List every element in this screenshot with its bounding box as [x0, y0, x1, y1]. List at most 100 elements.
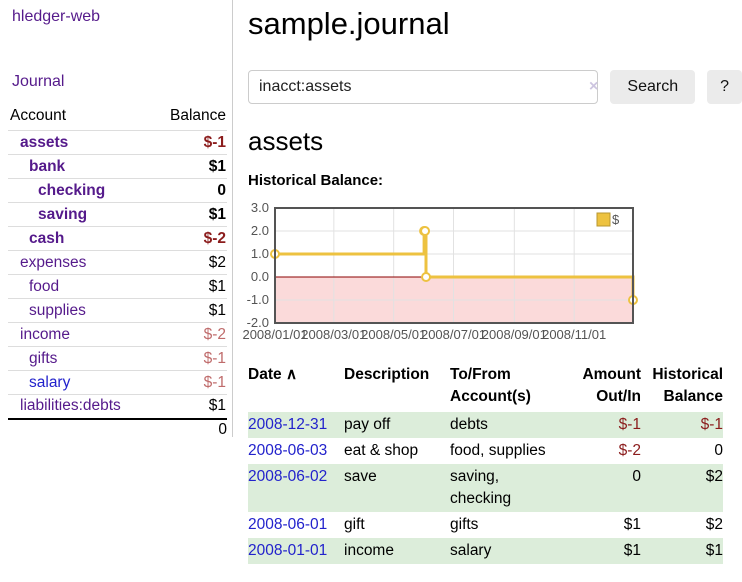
- sidebar: hledger-web Journal Account Balance asse…: [0, 0, 233, 440]
- svg-text:2008/03/01: 2008/03/01: [301, 327, 366, 342]
- register-row: 2008-06-03 eat & shop food, supplies $-2…: [248, 438, 723, 464]
- account-balance: 0: [217, 181, 226, 199]
- account-row: checking 0: [8, 178, 227, 203]
- account-row: expenses $2: [8, 250, 227, 275]
- transaction-accounts: gifts: [450, 516, 479, 533]
- account-link[interactable]: expenses: [20, 253, 87, 271]
- account-link[interactable]: cash: [29, 229, 65, 247]
- help-button[interactable]: ?: [707, 70, 742, 104]
- sidebar-item-journal[interactable]: Journal: [12, 73, 65, 90]
- account-balance: $1: [208, 301, 226, 319]
- transaction-description: income: [344, 542, 394, 559]
- account-link[interactable]: checking: [38, 181, 106, 199]
- transaction-description: gift: [344, 516, 365, 533]
- register-header: Date ∧ Description To/From Account(s) Am…: [248, 364, 723, 412]
- account-row: assets $-1: [8, 130, 227, 155]
- register-row: 2008-12-31 pay off debts $-1 $-1: [248, 412, 723, 438]
- svg-text:2008/05/01: 2008/05/01: [361, 327, 426, 342]
- svg-text:-1.0: -1.0: [247, 292, 269, 307]
- transaction-amount: $1: [623, 542, 641, 559]
- account-row: income $-2: [8, 322, 227, 347]
- svg-text:3.0: 3.0: [251, 200, 269, 215]
- transaction-description: save: [344, 468, 377, 485]
- account-link[interactable]: food: [29, 277, 60, 295]
- account-balance: $1: [208, 157, 226, 175]
- transaction-date-link[interactable]: 2008-01-01: [248, 542, 328, 559]
- accounts-table: Account Balance assets $-1 bank $1 check…: [8, 105, 227, 440]
- svg-text:2008/11/01: 2008/11/01: [542, 327, 606, 342]
- account-balance: $1: [208, 277, 226, 295]
- page-title: sample.journal: [248, 6, 450, 41]
- transaction-date-link[interactable]: 2008-06-01: [248, 516, 328, 533]
- transaction-description: pay off: [344, 416, 391, 433]
- svg-text:2008/01/01: 2008/01/01: [242, 327, 307, 342]
- transaction-balance: $1: [705, 542, 723, 559]
- account-balance: $1: [208, 397, 226, 415]
- account-balance: $-1: [203, 133, 226, 151]
- account-link[interactable]: saving: [38, 205, 88, 223]
- account-link[interactable]: assets: [20, 133, 69, 151]
- account-link[interactable]: income: [20, 325, 70, 343]
- main-content: sample.journal × Search ? assets Histori…: [234, 0, 742, 564]
- account-row: gifts $-1: [8, 346, 227, 371]
- svg-text:0.0: 0.0: [251, 269, 269, 284]
- account-link[interactable]: bank: [29, 157, 66, 175]
- transaction-balance: $-1: [700, 416, 723, 433]
- transaction-date-link[interactable]: 2008-06-02: [248, 468, 328, 485]
- search-input[interactable]: [248, 70, 599, 104]
- account-row: food $1: [8, 274, 227, 299]
- register-row: 2008-06-02 save saving, checking 0 $2: [248, 464, 723, 512]
- transaction-accounts: debts: [450, 416, 488, 433]
- transaction-accounts: food, supplies: [450, 442, 546, 459]
- accounts-col-account: Account: [10, 107, 67, 124]
- transaction-accounts: salary: [450, 542, 492, 559]
- register-row: 2008-06-01 gift gifts $1 $2: [248, 512, 723, 538]
- svg-text:2008/09/01: 2008/09/01: [482, 327, 547, 342]
- svg-text:2008/07/01: 2008/07/01: [421, 327, 486, 342]
- svg-text:-2.0: -2.0: [247, 315, 269, 330]
- register-col-description: Description: [344, 366, 430, 383]
- transaction-date-link[interactable]: 2008-06-03: [248, 442, 328, 459]
- account-row: salary $-1: [8, 370, 227, 395]
- accounts-table-header: Account Balance: [8, 105, 227, 131]
- account-row: bank $1: [8, 154, 227, 179]
- account-link[interactable]: gifts: [29, 349, 58, 367]
- account-row: cash $-2: [8, 226, 227, 251]
- account-balance: $-1: [203, 373, 226, 391]
- search-button[interactable]: Search: [610, 70, 696, 104]
- accounts-col-balance: Balance: [169, 107, 226, 124]
- register-col-amount: Amount Out/In: [582, 366, 641, 405]
- account-row: supplies $1: [8, 298, 227, 323]
- register-col-balance: Historical Balance: [652, 366, 723, 405]
- accounts-total-row: 0: [8, 418, 227, 440]
- transaction-balance: $2: [705, 468, 723, 485]
- register-col-date[interactable]: Date ∧: [248, 366, 298, 383]
- transaction-description: eat & shop: [344, 442, 419, 459]
- account-link[interactable]: supplies: [29, 301, 86, 319]
- search-bar: × Search ?: [248, 70, 742, 104]
- account-row: liabilities:debts $1: [8, 394, 227, 419]
- transaction-balance: 0: [714, 442, 723, 459]
- register-row: 2008-01-01 income salary $1 $1: [248, 538, 723, 564]
- account-balance: $2: [208, 253, 226, 271]
- transaction-amount: $1: [623, 516, 641, 533]
- historical-balance-chart: $3.0 2.0 1.0 0.0 -1.0 -2.02008/01/012008/03/0…: [242, 200, 638, 342]
- chart-title: Historical Balance:: [248, 172, 384, 189]
- account-link[interactable]: liabilities:debts: [20, 397, 121, 415]
- register-table: Date ∧ Description To/From Account(s) Am…: [248, 364, 723, 564]
- app-title-link[interactable]: hledger-web: [12, 8, 101, 25]
- account-heading: assets: [248, 126, 324, 156]
- account-link[interactable]: salary: [29, 373, 71, 391]
- accounts-total: 0: [218, 420, 227, 438]
- transaction-amount: $-2: [618, 442, 641, 459]
- transaction-amount: $-1: [618, 416, 641, 433]
- transaction-accounts: saving, checking: [450, 468, 512, 507]
- svg-text:2.0: 2.0: [251, 223, 269, 238]
- account-balance: $-2: [203, 229, 226, 247]
- register-col-account: To/From Account(s): [450, 366, 531, 405]
- transaction-balance: $2: [705, 516, 723, 533]
- transaction-date-link[interactable]: 2008-12-31: [248, 416, 328, 433]
- svg-text:$: $: [612, 212, 620, 227]
- account-balance: $-1: [203, 349, 226, 367]
- clear-search-icon[interactable]: ×: [589, 78, 599, 95]
